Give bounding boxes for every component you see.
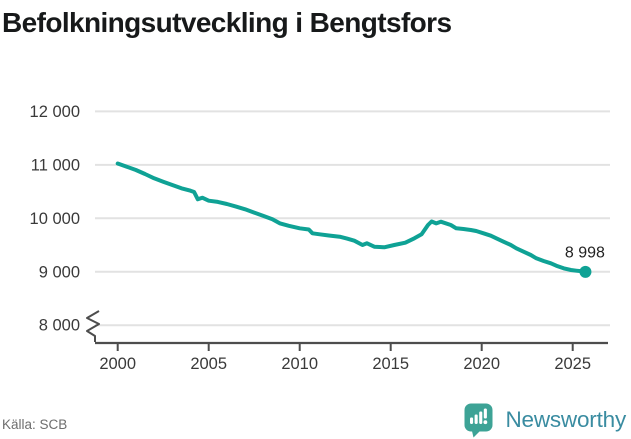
newsworthy-icon bbox=[464, 403, 493, 438]
newsworthy-logo[interactable]: Newsworthy bbox=[463, 402, 626, 438]
y-axis-label: 10 000 bbox=[30, 210, 80, 228]
chart-title: Befolkningsutveckling i Bengtsfors bbox=[2, 7, 452, 38]
y-axis-label: 9 000 bbox=[39, 263, 80, 281]
y-axis-label: 8 000 bbox=[39, 317, 80, 335]
y-axis-label: 12 000 bbox=[30, 103, 80, 121]
source-label: Källa: SCB bbox=[2, 417, 68, 432]
axis-break-icon bbox=[86, 310, 100, 342]
x-axis-label: 2015 bbox=[372, 355, 409, 373]
x-axis-label: 2010 bbox=[281, 355, 318, 373]
x-axis-label: 2025 bbox=[554, 355, 591, 373]
end-value-label: 8 998 bbox=[565, 244, 605, 261]
x-axis-label: 2000 bbox=[99, 355, 136, 373]
x-axis-label: 2005 bbox=[190, 355, 227, 373]
end-point-dot bbox=[579, 265, 592, 278]
newsworthy-wordmark: Newsworthy bbox=[505, 407, 626, 432]
x-axis-label: 2020 bbox=[463, 355, 500, 373]
y-axis-label: 11 000 bbox=[31, 156, 80, 174]
population-line bbox=[115, 161, 588, 274]
